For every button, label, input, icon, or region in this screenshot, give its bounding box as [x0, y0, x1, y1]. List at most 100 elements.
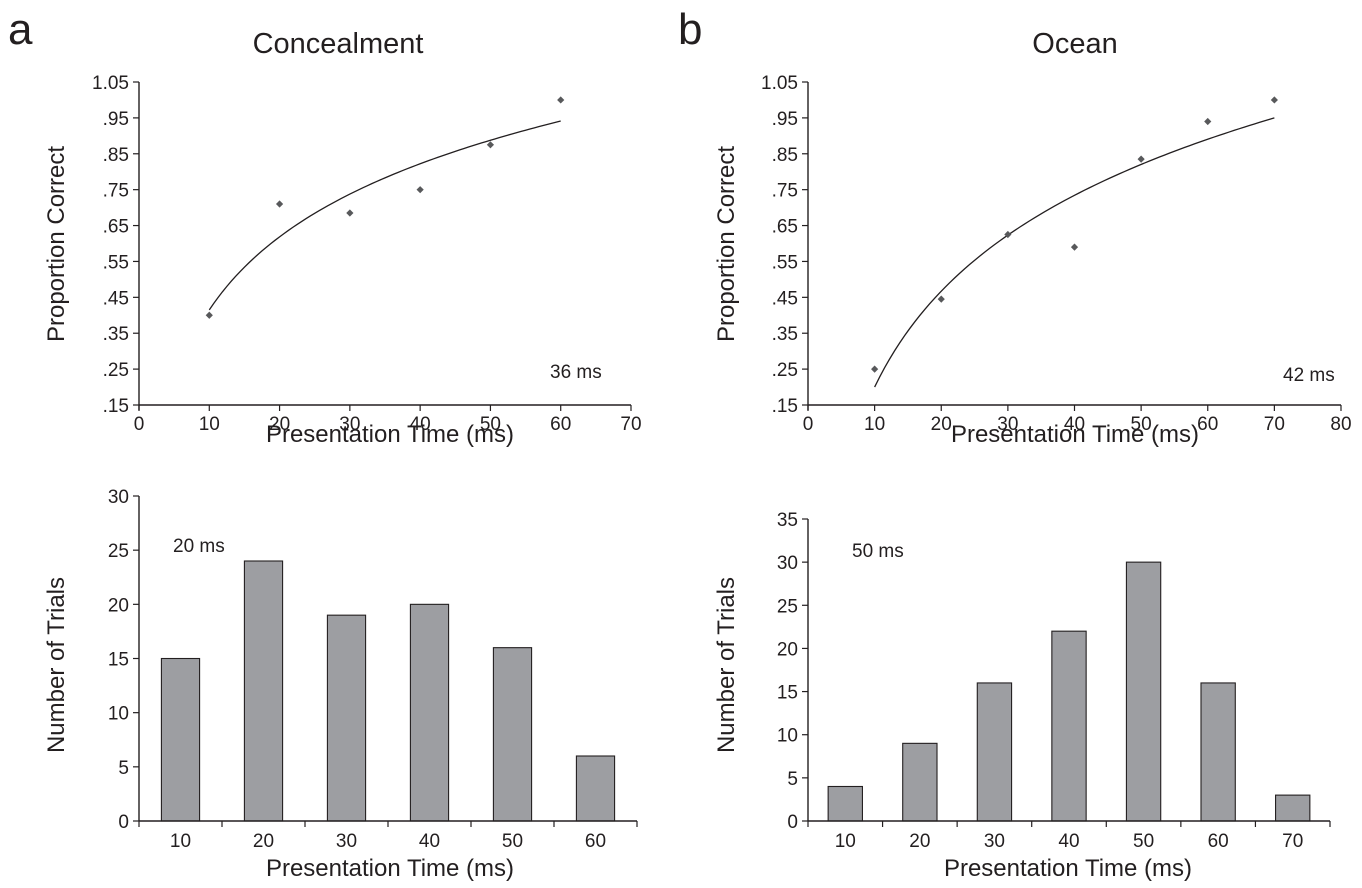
panel-a-scatter-x-tick-label: 20 — [269, 414, 290, 435]
panel-b-scatter-x-tick-label: 40 — [1064, 414, 1085, 435]
panel-a-scatter-x-tick-label: 30 — [339, 414, 360, 435]
panel-b-scatter-data-point — [1137, 155, 1145, 163]
panel-b-scatter-data-point — [937, 295, 945, 303]
panel-a-scatter-y-tick-label: .15 — [103, 396, 129, 417]
panel-b-scatter-x-tick-label: 80 — [1330, 414, 1351, 435]
panel-a-bar-ylabel: Number of Trials — [43, 577, 70, 753]
panel-b-scatter-y-tick-label: .95 — [772, 109, 798, 130]
panel-b-scatter-y-tick-label: .25 — [772, 360, 798, 381]
panel-b-bar-chart: Number of Trials Presentation Time (ms) … — [713, 510, 1331, 882]
panel-b-scatter-y-tick-label: .55 — [772, 252, 798, 273]
panel-a-scatter-y-tick-label: 1.05 — [92, 73, 129, 94]
panel-a-scatter-data-point — [275, 200, 284, 208]
panel-a-scatter-y-tick-label: .85 — [103, 145, 129, 166]
panel-a-bar-chart: Number of Trials Presentation Time (ms) … — [43, 487, 638, 882]
panel-a-scatter-chart: Proportion Correct Presentation Time (ms… — [43, 73, 642, 448]
panel-b-bar-bar — [1200, 682, 1236, 822]
panel-b-bar-y-tick-label: 20 — [777, 639, 798, 660]
panel-b-scatter-xlabel: Presentation Time (ms) — [951, 421, 1199, 448]
panel-b-bar-bar — [827, 785, 863, 822]
panel-b-bar-ylabel: Number of Trials — [713, 577, 740, 753]
panel-a-title: Concealment — [253, 28, 424, 60]
panel-b-bar-y-tick-label: 5 — [787, 769, 798, 790]
panel-a-scatter-y-tick-label: .25 — [103, 360, 129, 381]
panel-b-scatter-x-tick-label: 30 — [997, 414, 1018, 435]
panel-a-scatter-y-tick-label: .45 — [103, 288, 129, 309]
panel-b-scatter-x-tick-label: 50 — [1131, 414, 1152, 435]
panel-a-bar-x-tick-label: 20 — [253, 831, 274, 852]
panel-b-scatter-x-tick-label: 70 — [1264, 414, 1285, 435]
panel-a-bar-y-tick-label: 15 — [108, 650, 129, 671]
panel-b-scatter-data-point — [1270, 96, 1278, 104]
panel-b-bar-y-tick-label: 10 — [777, 726, 798, 747]
panel-b-bar-x-tick-label: 20 — [909, 831, 930, 852]
panel-b-scatter-x-tick-label: 0 — [803, 414, 814, 435]
panel-b-scatter-fit-curve — [874, 117, 1275, 388]
panel-a-scatter-x-tick-label: 0 — [134, 414, 145, 435]
panel-a-scatter-x-tick-label: 70 — [620, 414, 641, 435]
panel-b-letter: b — [678, 5, 702, 54]
panel-a-bar-bar — [243, 560, 284, 822]
panel-b-bar-bar — [1275, 794, 1311, 822]
panel-b-scatter-y-tick-label: .75 — [772, 181, 798, 202]
panel-a-scatter-x-tick-label: 10 — [199, 414, 220, 435]
panel-b-scatter-data-point — [1004, 230, 1012, 239]
panel-a-scatter-fit-curve — [208, 120, 561, 311]
panel-b-scatter-data-point — [871, 365, 879, 373]
panel-b-bar-x-tick-label: 70 — [1282, 831, 1303, 852]
panel-b-bar-y-tick-label: 15 — [777, 683, 798, 704]
panel-b-bar-x-tick-label: 50 — [1133, 831, 1154, 852]
panel-b-bar-x-tick-label: 10 — [835, 831, 856, 852]
panel-a-scatter-x-tick-label: 60 — [550, 414, 571, 435]
panel-b-bar-y-tick-label: 35 — [777, 510, 798, 531]
panel-a-bar-xlabel: Presentation Time (ms) — [266, 855, 514, 882]
panel-a-scatter-data-point — [416, 186, 424, 194]
panel-a-bar-bar — [409, 603, 450, 822]
panel-a-bar-y-tick-label: 20 — [108, 595, 129, 616]
panel-a-bar-threshold-label: 20 ms — [173, 536, 225, 557]
panel-b-bar-bar — [902, 742, 938, 822]
panel-b-bar-bar — [976, 682, 1013, 822]
panel-a-bar-bar — [326, 614, 367, 822]
panel-a-scatter-x-tick-label: 50 — [480, 414, 501, 435]
panel-b-bar-x-tick-label: 60 — [1208, 831, 1229, 852]
panel-a-scatter-y-tick-label: .35 — [103, 324, 129, 345]
panel-b-scatter-y-tick-label: .45 — [772, 288, 798, 309]
panel-a-scatter-y-tick-label: .75 — [103, 181, 129, 202]
panel-b-bar-bar — [1051, 630, 1087, 822]
panel-b-bar-x-tick-label: 30 — [984, 831, 1005, 852]
panel-b-scatter-threshold-label: 42 ms — [1283, 365, 1335, 386]
panel-a-scatter-x-tick-label: 40 — [410, 414, 431, 435]
panel-a-scatter-y-tick-label: .65 — [103, 217, 129, 238]
panel-b-bar-x-tick-label: 40 — [1058, 831, 1079, 852]
panel-b-scatter-data-point — [1070, 243, 1079, 251]
panel-a-bar-y-tick-label: 30 — [108, 487, 129, 508]
panel-b-scatter-y-tick-label: .85 — [772, 145, 798, 166]
panel-a-scatter-y-tick-label: .55 — [103, 252, 129, 273]
panel-b-bar-threshold-label: 50 ms — [852, 541, 904, 562]
panel-a-scatter-ylabel: Proportion Correct — [43, 146, 70, 342]
panel-a-bar-x-tick-label: 40 — [419, 831, 440, 852]
panel-b-scatter-y-tick-label: 1.05 — [761, 73, 798, 94]
panel-a-scatter-y-tick-label: .95 — [103, 109, 129, 130]
panel-a-bar-bar — [575, 755, 616, 822]
panel-b-bar-y-tick-label: 25 — [777, 596, 798, 617]
panel-b-scatter-ylabel: Proportion Correct — [713, 146, 740, 342]
panel-a-bar-y-tick-label: 25 — [108, 541, 129, 562]
panel-b-scatter-y-tick-label: .65 — [772, 217, 798, 238]
panel-b-scatter-x-tick-label: 20 — [931, 414, 952, 435]
panel-a-scatter-data-point — [346, 209, 354, 217]
panel-b-scatter-chart: Proportion Correct Presentation Time (ms… — [713, 73, 1352, 448]
panel-a: a Concealment Proportion Correct Present… — [8, 5, 642, 882]
panel-a-bar-y-tick-label: 0 — [118, 812, 129, 833]
panel-a-bar-x-tick-label: 50 — [502, 831, 523, 852]
panel-a-scatter-data-point — [557, 96, 565, 104]
panel-b-scatter-x-tick-label: 10 — [864, 414, 885, 435]
panel-b-bar-y-tick-label: 30 — [777, 553, 798, 574]
panel-b-title: Ocean — [1032, 28, 1117, 60]
panel-b-bar-xlabel: Presentation Time (ms) — [944, 855, 1192, 882]
panel-a-bar-x-tick-label: 10 — [170, 831, 191, 852]
panel-a-bar-x-tick-label: 30 — [336, 831, 357, 852]
panel-a-scatter-xlabel: Presentation Time (ms) — [266, 421, 514, 448]
panel-b-bar-y-tick-label: 0 — [787, 812, 798, 833]
